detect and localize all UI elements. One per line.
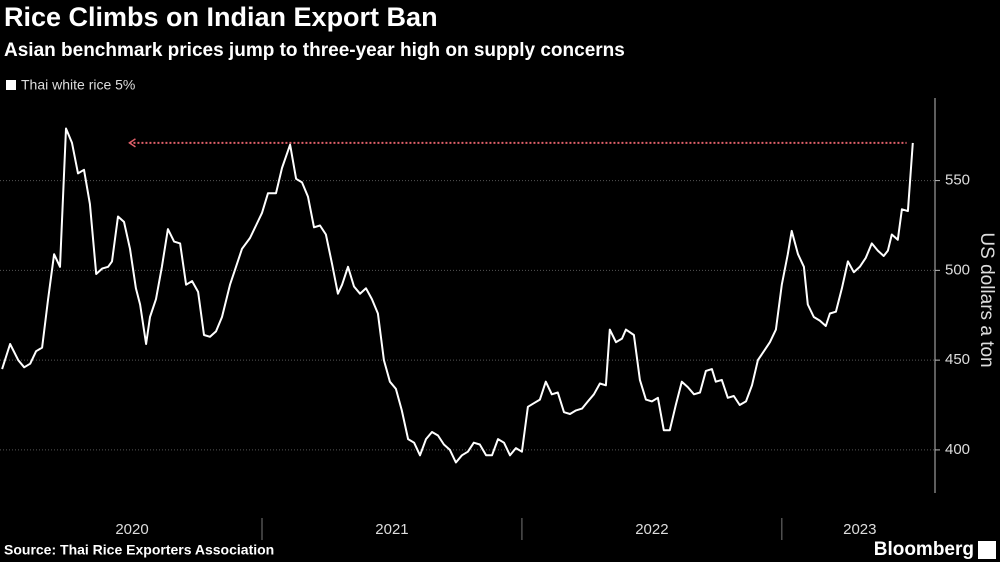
chart-title: Rice Climbs on Indian Export Ban xyxy=(4,2,438,32)
line-series xyxy=(1,127,914,464)
source: Source: Thai Rice Exporters Association xyxy=(4,542,274,558)
y-tick-label: 550 xyxy=(945,172,970,189)
y-axis-label: US dollars a ton xyxy=(976,232,997,367)
brand-icon xyxy=(978,541,996,559)
x-tick-label: 2022 xyxy=(635,521,668,538)
brand: Bloomberg xyxy=(874,539,974,560)
y-tick-label: 500 xyxy=(945,261,970,278)
x-tick-label: 2020 xyxy=(115,521,148,538)
y-tick-label: 400 xyxy=(945,441,970,458)
x-tick-label: 2023 xyxy=(843,521,876,538)
legend-label: Thai white rice 5% xyxy=(21,77,135,93)
legend-swatch xyxy=(6,80,16,90)
reference-arrow xyxy=(128,138,136,148)
y-tick-label: 450 xyxy=(945,351,970,368)
x-tick-label: 2021 xyxy=(375,521,408,538)
chart-subtitle: Asian benchmark prices jump to three-yea… xyxy=(4,40,625,61)
